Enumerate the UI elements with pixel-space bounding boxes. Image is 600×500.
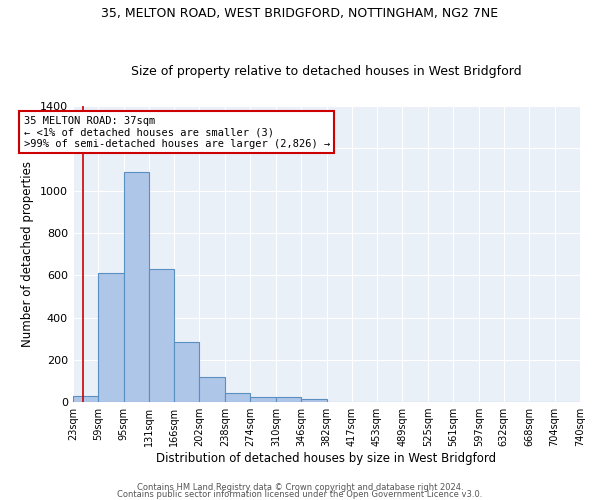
X-axis label: Distribution of detached houses by size in West Bridgford: Distribution of detached houses by size …: [157, 452, 496, 465]
Bar: [73, 396, 98, 402]
Text: 35 MELTON ROAD: 37sqm
← <1% of detached houses are smaller (3)
>99% of semi-deta: 35 MELTON ROAD: 37sqm ← <1% of detached …: [23, 116, 330, 149]
Title: Size of property relative to detached houses in West Bridgford: Size of property relative to detached ho…: [131, 66, 522, 78]
Y-axis label: Number of detached properties: Number of detached properties: [21, 161, 34, 347]
Bar: [276, 397, 301, 402]
Bar: [124, 172, 149, 402]
Text: Contains HM Land Registry data © Crown copyright and database right 2024.: Contains HM Land Registry data © Crown c…: [137, 484, 463, 492]
Bar: [98, 273, 124, 402]
Bar: [174, 342, 199, 402]
Bar: [199, 376, 225, 402]
Bar: [225, 392, 250, 402]
Text: 35, MELTON ROAD, WEST BRIDGFORD, NOTTINGHAM, NG2 7NE: 35, MELTON ROAD, WEST BRIDGFORD, NOTTING…: [101, 8, 499, 20]
Bar: [301, 399, 327, 402]
Text: Contains public sector information licensed under the Open Government Licence v3: Contains public sector information licen…: [118, 490, 482, 499]
Bar: [149, 269, 174, 402]
Bar: [250, 397, 276, 402]
